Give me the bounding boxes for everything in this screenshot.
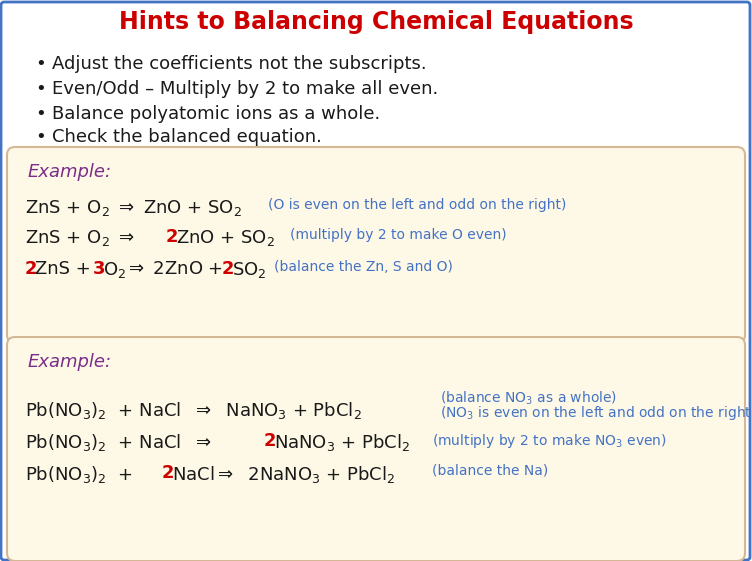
Text: ZnS + O$_2$ $\Rightarrow$ ZnO + SO$_2$: ZnS + O$_2$ $\Rightarrow$ ZnO + SO$_2$ [25,198,242,218]
Text: 2: 2 [25,260,38,278]
Text: $\Rightarrow$ 2ZnO +: $\Rightarrow$ 2ZnO + [125,260,225,278]
Text: Pb(NO$_3$)$_2$  +: Pb(NO$_3$)$_2$ + [25,464,135,485]
Text: Pb(NO$_3$)$_2$  + NaCl  $\Rightarrow$  NaNO$_3$ + PbCl$_2$: Pb(NO$_3$)$_2$ + NaCl $\Rightarrow$ NaNO… [25,400,362,421]
Text: Even/Odd – Multiply by 2 to make all even.: Even/Odd – Multiply by 2 to make all eve… [52,80,438,98]
Text: ZnO + SO$_2$: ZnO + SO$_2$ [176,228,275,248]
Text: 2: 2 [222,260,235,278]
FancyBboxPatch shape [7,337,745,561]
FancyBboxPatch shape [7,147,745,343]
Text: (multiply by 2 to make O even): (multiply by 2 to make O even) [290,228,507,242]
Text: •: • [35,80,46,98]
Text: 2: 2 [166,228,178,246]
Text: 3: 3 [93,260,105,278]
Text: O$_2$: O$_2$ [103,260,126,280]
Text: (O is even on the left and odd on the right): (O is even on the left and odd on the ri… [268,198,566,212]
Text: NaNO$_3$ + PbCl$_2$: NaNO$_3$ + PbCl$_2$ [274,432,410,453]
Text: Pb(NO$_3$)$_2$  + NaCl  $\Rightarrow$: Pb(NO$_3$)$_2$ + NaCl $\Rightarrow$ [25,432,216,453]
Text: •: • [35,55,46,73]
Text: (balance the Zn, S and O): (balance the Zn, S and O) [274,260,453,274]
Text: •: • [35,105,46,123]
Text: Hints to Balancing Chemical Equations: Hints to Balancing Chemical Equations [119,10,633,34]
Text: •: • [35,128,46,146]
Text: (NO$_3$ is even on the left and odd on the right): (NO$_3$ is even on the left and odd on t… [440,404,752,422]
Text: 2: 2 [264,432,277,450]
Text: Check the balanced equation.: Check the balanced equation. [52,128,322,146]
Text: Example:: Example: [28,163,112,181]
Text: 2: 2 [162,464,174,482]
Text: (balance NO$_3$ as a whole): (balance NO$_3$ as a whole) [440,390,617,407]
Text: ZnS + O$_2$ $\Rightarrow$: ZnS + O$_2$ $\Rightarrow$ [25,228,139,248]
Text: Adjust the coefficients not the subscripts.: Adjust the coefficients not the subscrip… [52,55,426,73]
Text: (balance the Na): (balance the Na) [432,464,548,478]
Text: Balance polyatomic ions as a whole.: Balance polyatomic ions as a whole. [52,105,381,123]
Text: (multiply by 2 to make NO$_3$ even): (multiply by 2 to make NO$_3$ even) [432,432,667,450]
Text: Example:: Example: [28,353,112,371]
Text: SO$_2$: SO$_2$ [232,260,266,280]
Text: ZnS +: ZnS + [35,260,96,278]
Text: NaCl$\Rightarrow$  2NaNO$_3$ + PbCl$_2$: NaCl$\Rightarrow$ 2NaNO$_3$ + PbCl$_2$ [172,464,395,485]
